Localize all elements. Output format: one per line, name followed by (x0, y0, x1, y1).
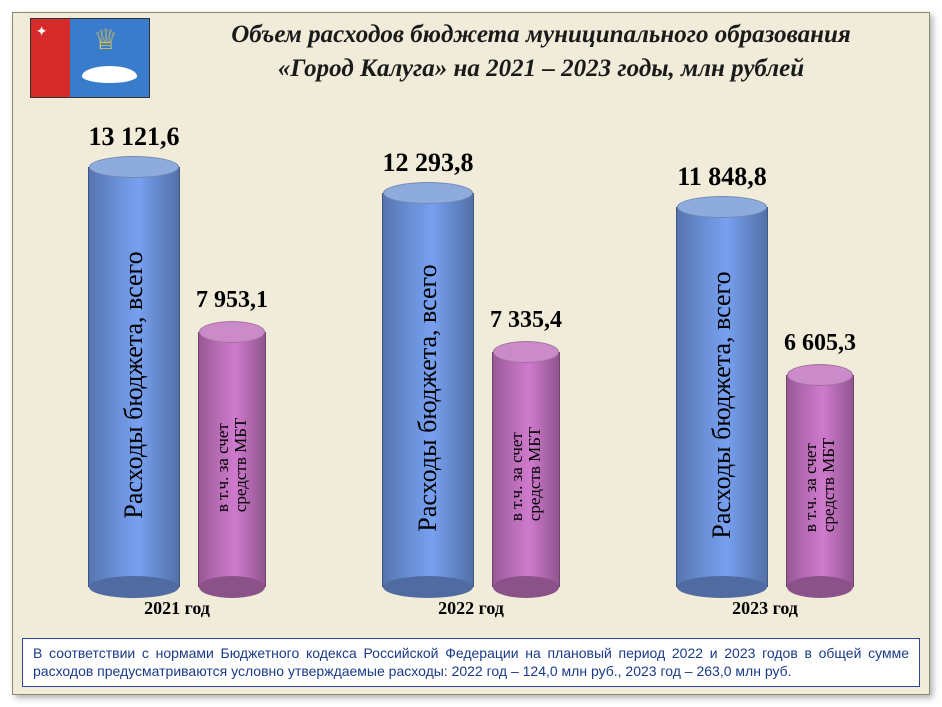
bar-label-total: Расходы бюджета, всего (119, 252, 149, 519)
bar-group: Расходы бюджета, всего13 121,6 в т.ч. за … (88, 167, 266, 587)
bar-mbt: в т.ч. за счетсредств МБТ7 335,4 (492, 352, 560, 587)
kaluga-flag-icon: ♕ ✦ (30, 18, 150, 98)
footnote-text: В соответствии с нормами Бюджетного коде… (33, 645, 909, 679)
bar-group: Расходы бюджета, всего11 848,8 в т.ч. за … (676, 207, 854, 587)
bar-group: Расходы бюджета, всего12 293,8 в т.ч. за … (382, 193, 560, 587)
bar-mbt: в т.ч. за счетсредств МБТ6 605,3 (786, 375, 854, 587)
bar-label-mbt: в т.ч. за счетсредств МБТ (214, 417, 250, 511)
bar-total: Расходы бюджета, всего12 293,8 (382, 193, 474, 587)
x-axis-label: 2023 год (665, 598, 865, 619)
bar-total: Расходы бюджета, всего11 848,8 (676, 207, 768, 587)
bar-total: Расходы бюджета, всего13 121,6 (88, 167, 180, 587)
title-line-2: «Город Калуга» на 2021 – 2023 годы, млн … (170, 52, 912, 86)
x-axis-label: 2021 год (77, 598, 277, 619)
bar-value-label: 7 335,4 (490, 307, 562, 334)
bar-label-mbt: в т.ч. за счетсредств МБТ (508, 427, 544, 521)
bar-label-total: Расходы бюджета, всего (707, 271, 737, 538)
footnote-box: В соответствии с нормами Бюджетного коде… (22, 638, 920, 687)
bar-value-label: 13 121,6 (89, 122, 180, 152)
bar-value-label: 12 293,8 (383, 148, 474, 178)
bar-chart: Расходы бюджета, всего13 121,6в т.ч. за … (30, 120, 912, 617)
bar-value-label: 6 605,3 (784, 330, 856, 357)
bar-mbt: в т.ч. за счетсредств МБТ7 953,1 (198, 332, 266, 587)
bar-label-mbt: в т.ч. за счетсредств МБТ (802, 438, 838, 532)
header: ♕ ✦ Объем расходов бюджета муниципальног… (30, 18, 912, 98)
x-axis-label: 2022 год (371, 598, 571, 619)
page: ♕ ✦ Объем расходов бюджета муниципальног… (0, 0, 942, 707)
bar-value-label: 11 848,8 (677, 162, 767, 192)
bar-value-label: 7 953,1 (196, 287, 268, 314)
title-line-1: Объем расходов бюджета муниципального об… (170, 18, 912, 52)
page-title: Объем расходов бюджета муниципального об… (170, 18, 912, 86)
bar-label-total: Расходы бюджета, всего (413, 264, 443, 531)
